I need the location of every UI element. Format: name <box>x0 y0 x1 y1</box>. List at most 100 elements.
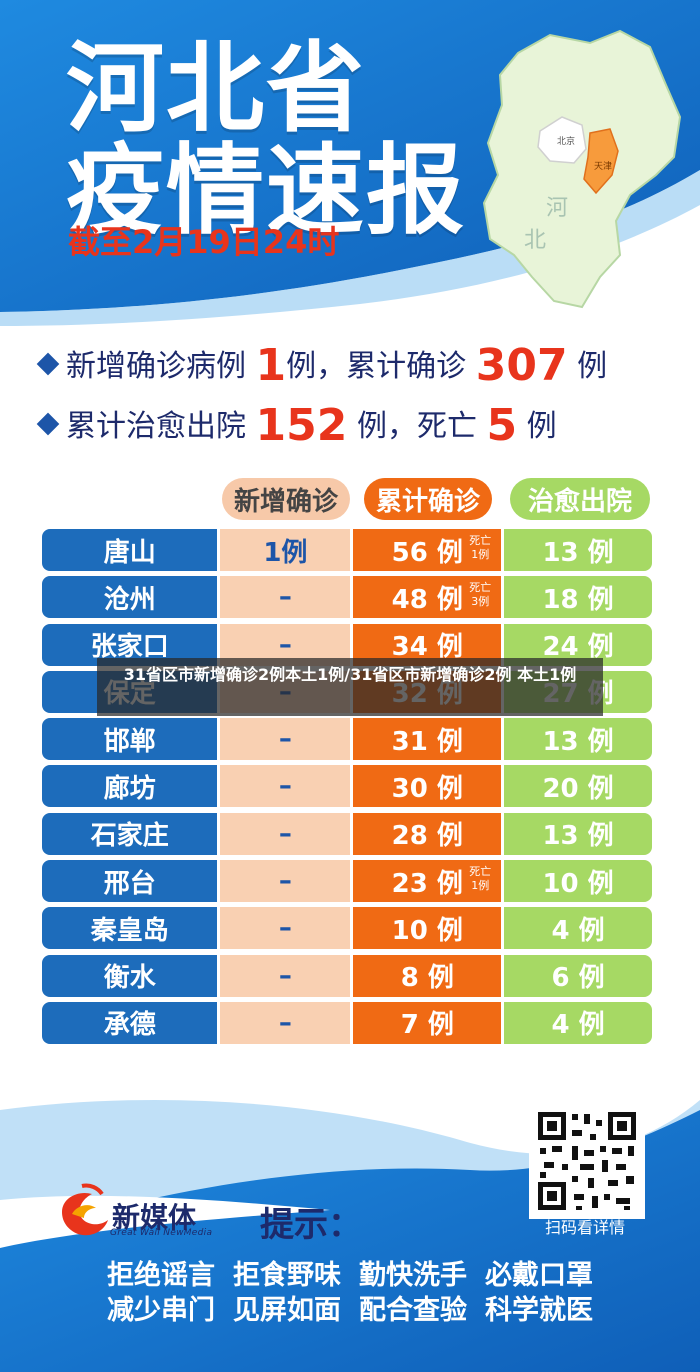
total-cases-cell: 23 例死亡 1例 <box>353 860 502 903</box>
summary-label: 累计确诊 <box>346 349 467 384</box>
cell-divider <box>350 860 354 903</box>
total-cases-cell: 7 例 <box>353 1001 502 1044</box>
total-cases-value: 34 例 <box>391 632 463 663</box>
logo-subtitle: Great Wall NewMedia <box>110 1228 213 1238</box>
city-name-cell: 秦皇岛 <box>42 907 218 950</box>
death-note: 死亡 3例 <box>469 581 491 609</box>
table-row: 邢台 –23 例死亡 1例 10 例 <box>42 860 652 903</box>
cured-cell: 4 例 <box>504 907 652 950</box>
total-cases-cell: 30 例 <box>353 765 502 808</box>
tips-row-1: 拒绝谣言 拒食野味 勤快洗手 必戴口罩 <box>0 1253 700 1292</box>
overlay-caption: 31省区市新增确诊2例本土1例/31省区市新增确诊2例 本土1例 <box>97 658 603 716</box>
diamond-bullet-icon <box>36 412 60 436</box>
summary-line-cured-death: 累计治愈出院 152 例，死亡 5 例 <box>36 404 557 448</box>
table-row: 秦皇岛 – 10 例 4 例 <box>42 907 652 950</box>
cell-divider <box>350 718 354 761</box>
diamond-bullet-icon <box>36 352 60 376</box>
qr-code[interactable] <box>529 1103 645 1219</box>
page-title-line2: 疫情速报 <box>66 134 467 248</box>
column-header-total: 累计确诊 <box>364 478 492 520</box>
cell-divider <box>350 529 354 571</box>
cell-divider <box>350 907 354 950</box>
new-cases-cell: – <box>220 1001 351 1044</box>
map-label-hebei-2: 北 <box>524 228 546 253</box>
footer-background <box>0 1100 700 1372</box>
cell-divider <box>217 718 221 761</box>
column-header-cured: 治愈出院 <box>510 478 650 520</box>
new-cases-cell: – <box>220 718 351 761</box>
summary-value: 307 <box>475 340 568 391</box>
death-note-line: 死亡 <box>469 865 492 879</box>
tip-item: 减少串门 <box>107 1295 215 1326</box>
cell-divider <box>217 812 221 855</box>
death-note: 死亡 1例 <box>469 534 491 562</box>
cell-divider <box>501 718 505 761</box>
summary-unit: 例， <box>286 349 347 384</box>
total-cases-cell: 56 例死亡 1例 <box>353 529 502 571</box>
tip-item: 勤快洗手 <box>359 1260 467 1291</box>
hebei-map: 北京 天津 河 北 <box>482 29 682 309</box>
city-name-cell: 邢台 <box>42 860 218 903</box>
tip-item: 配合查验 <box>359 1295 467 1326</box>
tips-row-2: 减少串门 见屏如面 配合查验 科学就医 <box>0 1288 700 1327</box>
cured-cell: 6 例 <box>504 954 652 997</box>
cell-divider <box>217 860 221 903</box>
tip-item: 必戴口罩 <box>485 1260 593 1291</box>
total-cases-cell: 28 例 <box>353 812 502 855</box>
cell-divider <box>217 954 221 997</box>
column-header-new: 新增确诊 <box>222 478 350 520</box>
summary-unit: 例 <box>577 349 608 384</box>
cell-divider <box>501 954 505 997</box>
map-label-hebei-1: 河 <box>546 196 568 221</box>
total-cases-value: 28 例 <box>391 821 463 852</box>
cell-divider <box>501 812 505 855</box>
table-row: 沧州 –48 例死亡 3例 18 例 <box>42 576 652 619</box>
total-cases-value: 48 例 <box>391 584 463 615</box>
total-cases-value: 23 例 <box>391 868 463 899</box>
cell-divider <box>217 623 221 666</box>
tip-item: 拒绝谣言 <box>107 1260 215 1291</box>
cell-divider <box>501 623 505 666</box>
map-label-tianjin: 天津 <box>594 161 612 172</box>
qr-label: 扫码看详情 <box>544 1218 625 1237</box>
summary-value: 5 <box>486 400 518 451</box>
cell-divider <box>217 576 221 619</box>
table-row: 邯郸 – 31 例 13 例 <box>42 718 652 761</box>
tip-item: 科学就医 <box>485 1295 593 1326</box>
new-cases-cell: 1例 <box>220 529 351 571</box>
total-cases-cell: 10 例 <box>353 907 502 950</box>
death-note-line: 1例 <box>471 879 490 893</box>
summary-value: 1 <box>255 340 287 391</box>
tip-item: 见屏如面 <box>233 1295 341 1326</box>
logo-name: 新媒体 <box>112 1201 197 1234</box>
city-name-cell: 衡水 <box>42 954 218 997</box>
tips-label: 提示： <box>260 1205 362 1245</box>
summary-label: 累计治愈出院 <box>66 409 246 444</box>
cell-divider <box>350 576 354 619</box>
new-cases-cell: – <box>220 812 351 855</box>
new-cases-cell: – <box>220 907 351 950</box>
tip-item: 拒食野味 <box>233 1260 341 1291</box>
cell-divider <box>350 623 354 666</box>
new-cases-cell: – <box>220 765 351 808</box>
total-cases-value: 31 例 <box>391 726 463 757</box>
great-wall-logo-icon <box>62 1183 108 1236</box>
death-note-line: 死亡 <box>469 534 492 547</box>
table-row: 衡水 – 8 例 6 例 <box>42 954 652 997</box>
summary-label: 新增确诊病例 <box>66 349 246 384</box>
cell-divider <box>217 529 221 571</box>
cell-divider <box>217 907 221 950</box>
death-note-line: 3例 <box>471 595 490 609</box>
cell-divider <box>350 812 354 855</box>
cell-divider <box>501 765 505 808</box>
cured-cell: 20 例 <box>504 765 652 808</box>
cured-cell: 4 例 <box>504 1001 652 1044</box>
cured-cell: 18 例 <box>504 576 652 619</box>
city-name-cell: 张家口 <box>42 623 218 666</box>
city-name-cell: 沧州 <box>42 576 218 619</box>
table-row: 石家庄 – 28 例 13 例 <box>42 812 652 855</box>
cured-cell: 13 例 <box>504 529 652 571</box>
total-cases-cell: 31 例 <box>353 718 502 761</box>
cured-cell: 10 例 <box>504 860 652 903</box>
